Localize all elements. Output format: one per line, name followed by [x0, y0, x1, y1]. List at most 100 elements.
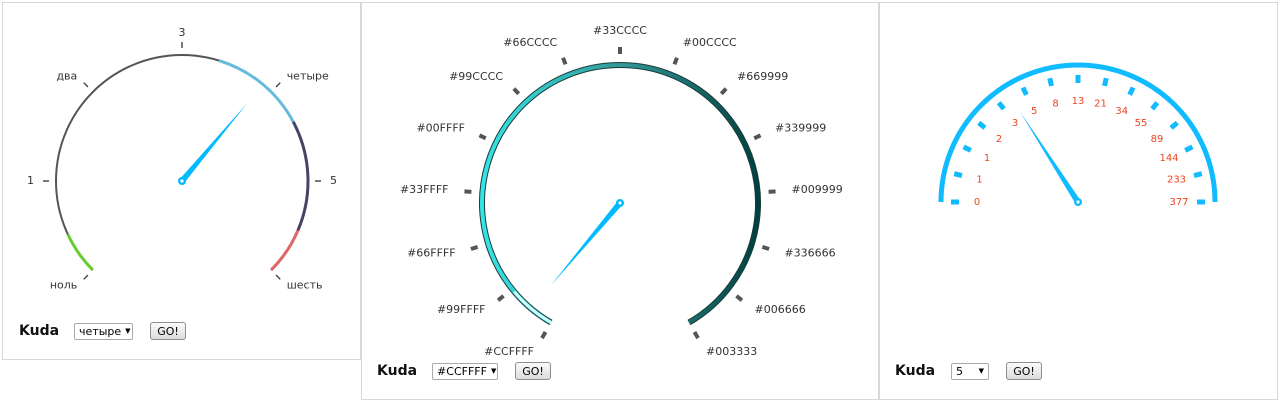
tick-label: #339999	[775, 121, 826, 134]
tick-mark	[464, 189, 472, 194]
tick-mark	[1047, 77, 1054, 87]
tick-mark	[83, 82, 89, 88]
target-select[interactable]: 5 ▼	[951, 362, 990, 380]
gauge-2-controls: Kuda #CCFFFF ▼ GO!	[377, 362, 552, 380]
tick-mark	[275, 274, 281, 280]
tick-label: 5	[330, 174, 337, 187]
tick-mark	[719, 87, 728, 96]
gauge-2-dial: #CCFFFF #99FFFF #66FFFF #33FFFF #00FFFF #99CC…	[400, 24, 843, 358]
tick-mark	[478, 133, 487, 141]
tick-mark	[1193, 171, 1203, 178]
gauge-arc-fill	[480, 62, 760, 325]
tick-label: 144	[1159, 153, 1178, 164]
tick-mark	[672, 57, 679, 66]
tick-label: #99FFFF	[437, 303, 486, 316]
tick-label: 1	[27, 174, 34, 187]
tick-label: 0	[974, 197, 980, 208]
tick-label: #00FFFF	[416, 121, 465, 134]
tick-label: 13	[1072, 96, 1085, 107]
tick-mark	[83, 274, 89, 280]
tick-label: 5	[1031, 106, 1037, 117]
chevron-down-icon: ▼	[125, 327, 131, 335]
tick-label: #66FFFF	[407, 247, 456, 260]
arc-band-blue	[218, 59, 295, 123]
tick-mark	[1184, 144, 1194, 153]
tick-label: #006666	[755, 303, 806, 316]
tick-label: #66CCCC	[503, 36, 557, 49]
tick-mark	[275, 82, 281, 88]
go-button[interactable]: GO!	[150, 322, 187, 340]
tick-label: #003333	[706, 345, 757, 358]
tick-mark	[1020, 86, 1029, 96]
tick-mark	[768, 189, 776, 194]
arc-band-red	[270, 229, 300, 272]
tick-label: #669999	[737, 70, 788, 83]
tick-label: #99CCCC	[449, 70, 503, 83]
tick-mark	[953, 171, 963, 178]
tick-mark	[561, 57, 568, 66]
tick-label: 2	[996, 134, 1002, 145]
tick-label: четыре	[287, 69, 329, 82]
tick-mark	[470, 245, 479, 251]
tick-mark	[692, 331, 700, 340]
tick-mark	[962, 144, 972, 153]
tick-label: 34	[1115, 106, 1128, 117]
target-select[interactable]: четыре ▼	[74, 322, 134, 340]
go-button[interactable]: GO!	[1006, 362, 1043, 380]
needle-pivot-center	[180, 179, 184, 183]
gauge-panel-2: #CCFFFF #99FFFF #66FFFF #33FFFF #00FFFF #99CC…	[361, 2, 879, 400]
tick-label: 3	[179, 26, 186, 39]
tick-label: #33FFFF	[400, 183, 449, 196]
needle-pivot-center	[1076, 200, 1080, 204]
target-select-value: 5	[956, 364, 964, 378]
chevron-down-icon: ▼	[978, 367, 985, 375]
gauge-1-controls: Kuda четыре ▼ GO!	[19, 322, 187, 340]
tick-mark	[512, 87, 521, 96]
gauge-1-dial: ноль 1 два 3 четыре 5 шесть	[27, 26, 337, 292]
tick-mark	[753, 133, 762, 141]
needle	[1019, 111, 1081, 204]
tick-label: два	[56, 69, 77, 82]
tick-label: 8	[1052, 99, 1058, 110]
chevron-down-icon: ▼	[490, 367, 497, 375]
tick-mark	[996, 101, 1006, 111]
tick-label: 3	[1012, 118, 1018, 129]
target-select[interactable]: #CCFFFF ▼	[432, 362, 499, 380]
go-button[interactable]: GO!	[515, 362, 552, 380]
kuda-label: Kuda	[19, 323, 60, 339]
target-select-value: #CCFFFF	[437, 364, 487, 378]
tick-mark	[1127, 86, 1136, 96]
gauge-arc	[55, 54, 309, 271]
tick-label: #009999	[792, 183, 843, 196]
tick-mark	[1150, 101, 1160, 111]
tick-label: #00CCCC	[683, 36, 737, 49]
gauge-arc	[938, 62, 1218, 203]
tick-label: 55	[1135, 118, 1148, 129]
tick-label: #CCFFFF	[484, 345, 534, 358]
tick-mark	[761, 245, 770, 251]
kuda-label: Kuda	[377, 363, 418, 379]
needle-pivot-center	[618, 201, 622, 205]
tick-label: ноль	[50, 279, 77, 292]
tick-label: шесть	[287, 279, 323, 292]
gauge-panel-1: ноль 1 два 3 четыре 5 шесть Kuda четыре ▼ GO!	[2, 2, 361, 360]
tick-label: 1	[976, 175, 982, 186]
tick-label: 1	[984, 153, 990, 164]
gauge-arc-light-end	[513, 290, 552, 324]
needle	[550, 201, 623, 286]
needle	[179, 103, 247, 183]
tick-mark	[1102, 77, 1109, 87]
target-select-value: четыре	[79, 324, 122, 338]
gauge-3-controls: Kuda 5 ▼ GO!	[895, 362, 1043, 380]
gauge-panel-3: 0 1 1 2 3 5 8 13 21 34 55 89 144 233 377 Kuda 5 ▼ GO!	[879, 2, 1278, 400]
tick-label: #33CCCC	[593, 24, 647, 37]
tick-label: 233	[1167, 175, 1186, 186]
tick-label: #336666	[784, 247, 835, 260]
tick-mark	[540, 331, 548, 340]
tick-mark	[735, 294, 744, 302]
tick-mark	[977, 120, 987, 130]
tick-mark	[1169, 120, 1179, 130]
tick-mark	[496, 294, 505, 302]
kuda-label: Kuda	[895, 363, 936, 379]
